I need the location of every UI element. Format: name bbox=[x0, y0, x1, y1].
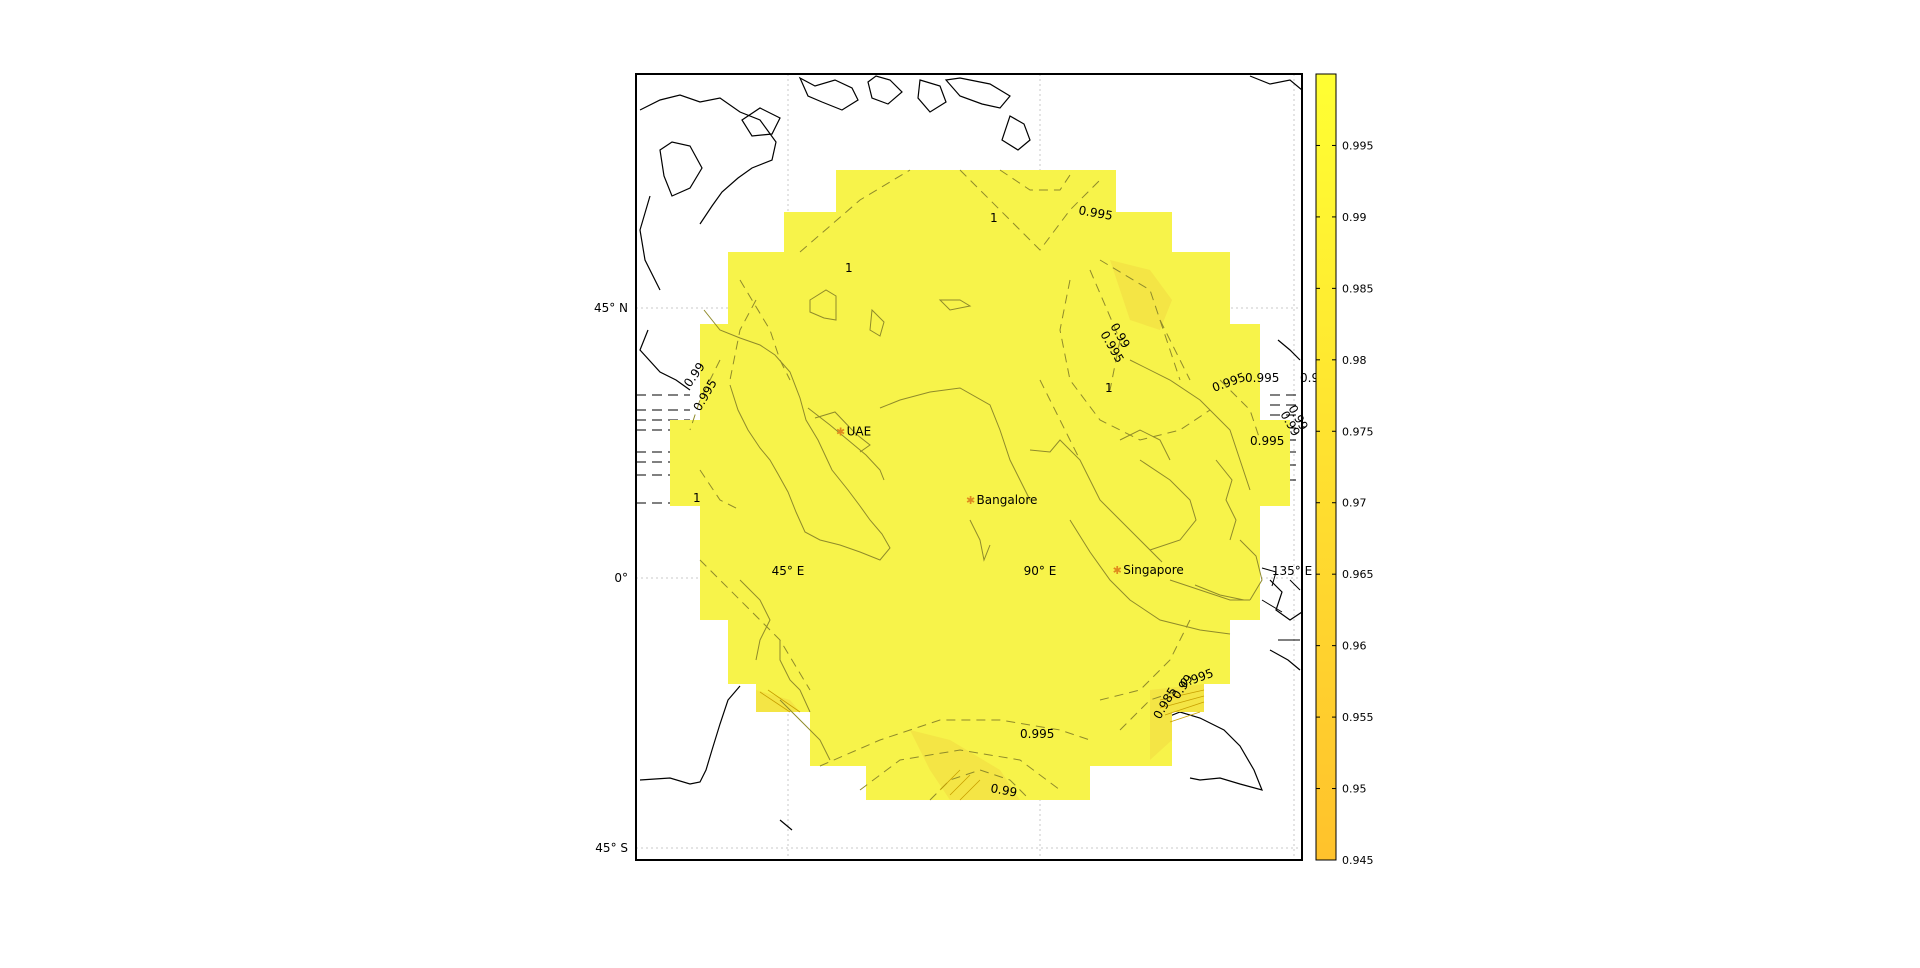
colorbar-tick-label: 0.96 bbox=[1342, 640, 1367, 653]
contour-label: 1 bbox=[1105, 381, 1113, 395]
lon-label: 45° E bbox=[772, 564, 805, 578]
contour-label: 0.995 bbox=[1250, 434, 1284, 448]
contour-label: 1 bbox=[693, 491, 701, 505]
latitude-labels: 45° N 0° 45° S bbox=[594, 301, 628, 855]
data-field bbox=[670, 170, 1290, 800]
colorbar-tick-label: 0.945 bbox=[1342, 854, 1374, 867]
stations: ✱ UAE✱ Bangalore✱ Singapore bbox=[836, 425, 1184, 578]
lat-label: 0° bbox=[614, 571, 628, 585]
contour-label: 1 bbox=[845, 261, 853, 275]
contour-label: 0.995 bbox=[1245, 371, 1279, 385]
map-frame bbox=[635, 73, 1303, 861]
station-marker-icon: ✱ bbox=[836, 426, 845, 439]
contour-label: 0.995 bbox=[1077, 203, 1113, 223]
station-marker-icon: ✱ bbox=[966, 494, 975, 507]
low-value-patches bbox=[756, 260, 1204, 800]
colorbar-tick-label: 0.965 bbox=[1342, 568, 1374, 581]
colorbar-tick-label: 0.985 bbox=[1342, 282, 1374, 295]
lat-label: 45° S bbox=[595, 841, 628, 855]
colorbar-tick-label: 0.975 bbox=[1342, 425, 1374, 438]
lon-label: 90° E bbox=[1024, 564, 1057, 578]
station-label: Bangalore bbox=[977, 493, 1038, 507]
contour-label: 0.995 bbox=[1020, 727, 1054, 741]
station-marker-icon: ✱ bbox=[1113, 564, 1122, 577]
station-label: Singapore bbox=[1123, 563, 1184, 577]
contour-label: 1 bbox=[990, 211, 998, 225]
colorbar-tick-label: 0.95 bbox=[1342, 783, 1367, 796]
colorbar-tick-label: 0.955 bbox=[1342, 711, 1374, 724]
colorbar-tick-label: 0.99 bbox=[1342, 211, 1367, 224]
contour-label: 0.99 bbox=[989, 781, 1018, 799]
lon-label: 135° E bbox=[1272, 564, 1312, 578]
colorbar-tick-label: 0.97 bbox=[1342, 497, 1367, 510]
lat-label: 45° N bbox=[594, 301, 628, 315]
station-label: UAE bbox=[847, 425, 872, 439]
colorbar-ticks: 0.995 0.99 0.985 0.98 0.975 0.97 0.965 0.96 0.95… bbox=[1316, 139, 1374, 867]
colorbar-fill bbox=[1316, 74, 1336, 860]
hatch-marks bbox=[759, 689, 1205, 801]
field-coastlines bbox=[703, 289, 1263, 761]
island-marks bbox=[1261, 567, 1301, 641]
colorbar-tick-label: 0.995 bbox=[1342, 139, 1374, 152]
colorbar-tick-label: 0.98 bbox=[1342, 354, 1367, 367]
longitude-labels: 45° E 90° E 135° E bbox=[772, 564, 1312, 578]
coastlines bbox=[639, 75, 1302, 831]
colorbar-frame bbox=[1315, 73, 1337, 861]
